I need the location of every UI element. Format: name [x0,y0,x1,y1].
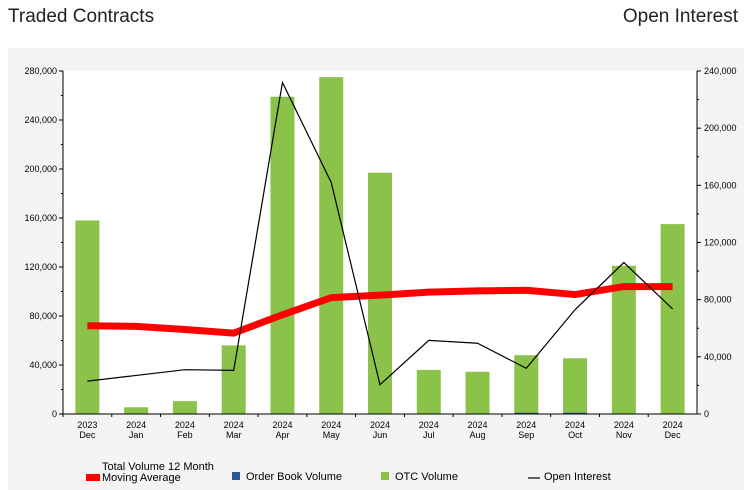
x-tick-label-year: 2024 [565,420,585,430]
legend-label: Order Book Volume [246,471,342,483]
otc-volume-bar [416,369,441,414]
left-y-tick-label: 160,000 [24,213,57,223]
x-tick-label-year: 2024 [419,420,439,430]
otc-volume-bar [319,77,344,414]
left-y-tick-label: 240,000 [24,115,57,125]
otc-volume-bar [172,401,197,414]
legend-label: OTC Volume [395,471,458,483]
right-y-tick-label: 120,000 [704,238,737,248]
x-tick-label-month: May [323,430,341,440]
x-tick-label-month: Jan [129,430,144,440]
x-tick-label-year: 2024 [370,420,390,430]
right-y-tick-label: 200,000 [704,123,737,133]
x-tick-label-month: Mar [226,430,242,440]
x-tick-label-year: 2024 [175,420,195,430]
legend-swatch-order-book [232,472,240,480]
x-tick-label-month: Sep [518,430,534,440]
order-book-volume-bar [514,412,539,414]
legend-label: Open Interest [544,471,611,483]
x-tick-label-year: 2024 [614,420,634,430]
legend-swatch-moving-average [86,474,100,481]
x-tick-label-year: 2023 [77,420,97,430]
x-tick-label-month: Aug [470,430,486,440]
otc-volume-bar [563,358,588,414]
right-y-tick-label: 0 [704,409,709,419]
left-y-tick-label: 80,000 [29,311,57,321]
legend-swatch-otc [381,472,389,480]
left-y-tick-label: 280,000 [24,66,57,76]
x-tick-label-year: 2024 [516,420,536,430]
otc-volume-bar [124,407,149,414]
x-tick-label-year: 2024 [663,420,683,430]
x-tick-label-month: Dec [79,430,96,440]
right-y-tick-label: 40,000 [704,352,732,362]
right-y-tick-label: 240,000 [704,66,737,76]
otc-volume-bar [221,345,246,414]
otc-volume-bar [660,224,685,414]
x-tick-label-month: Apr [275,430,289,440]
x-tick-label-month: Feb [177,430,193,440]
traded-contracts-chart: 0 40,000 80,000 120,000 160,000 200,000 240,00… [24,66,737,484]
legend-label: Total Volume 12 Month [102,461,214,473]
x-tick-label-month: Oct [568,430,583,440]
chart-panel: 0 40,000 80,000 120,000 160,000 200,000 240,00… [8,48,744,490]
x-tick-label-year: 2024 [272,420,292,430]
right-y-tick-label: 160,000 [704,180,737,190]
x-tick-label-month: Jun [373,430,388,440]
left-y-tick-label: 120,000 [24,262,57,272]
left-y-tick-label: 200,000 [24,164,57,174]
open-interest-line [87,80,674,386]
left-y-tick-label: 40,000 [29,360,57,370]
x-tick-label-year: 2024 [126,420,146,430]
otc-volume-bar [514,355,539,414]
legend-label: Moving Average [102,472,181,484]
x-tick-label-year: 2024 [468,420,488,430]
right-axis-heading: Open Interest [622,6,738,27]
order-book-volume-bar [563,412,588,414]
x-tick-label-month: Jul [423,430,435,440]
left-y-tick-label: 0 [52,409,57,419]
right-y-tick-label: 80,000 [704,295,732,305]
otc-volume-bar [465,371,490,414]
otc-volume-bar [75,220,100,414]
x-tick-label-month: Nov [616,430,633,440]
moving-average-line [87,283,673,337]
x-tick-label-month: Dec [665,430,682,440]
otc-volume-bar [270,96,295,414]
x-tick-label-year: 2024 [321,420,341,430]
left-axis-heading: Traded Contracts [8,6,155,27]
x-tick-label-year: 2024 [224,420,244,430]
